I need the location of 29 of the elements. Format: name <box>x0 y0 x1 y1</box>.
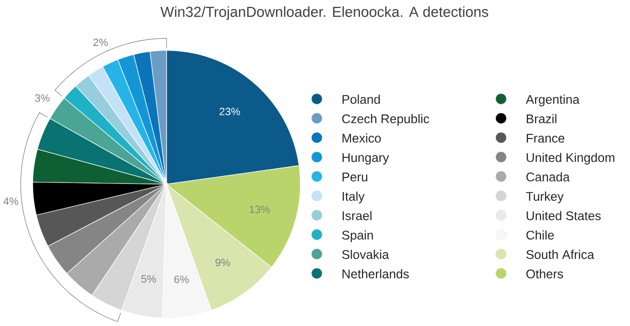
data-label: 2% <box>93 38 108 46</box>
legend-label: Canada <box>526 172 570 182</box>
legend-label: Netherlands <box>342 269 409 278</box>
legend-label: Italy <box>342 192 365 204</box>
legend-label: United States <box>526 211 601 220</box>
legend-label: Poland <box>342 94 380 104</box>
legend-label: Spain <box>342 230 373 242</box>
legend-label: Others <box>526 269 564 278</box>
data-label: 4% <box>3 198 18 206</box>
data-label: 6% <box>174 276 189 284</box>
legend-label: United Kingdom <box>526 152 614 165</box>
legend-label: Argentina <box>526 94 580 106</box>
data-label: 5% <box>141 275 156 283</box>
legend-label: Czech Republic <box>342 114 430 126</box>
legend-label: Hungary <box>342 153 389 165</box>
legend-label: Mexico <box>342 134 381 143</box>
legend-label: Peru <box>342 172 368 182</box>
data-label: 13% <box>250 206 270 214</box>
legend-label: Chile <box>526 230 554 240</box>
data-label: 23% <box>220 108 240 116</box>
chart-title: Win32/TrojanDownloader. Elenoocka. A detections <box>160 6 488 20</box>
legend-label: Turkey <box>526 192 564 204</box>
legend-label: South Africa <box>526 250 594 260</box>
legend-label: Slovakia <box>342 250 390 260</box>
data-label: 3% <box>35 94 50 102</box>
legend-label: Israel <box>342 211 372 220</box>
data-label: 9% <box>216 258 230 266</box>
legend-label: Brazil <box>526 114 556 124</box>
legend-label: France <box>526 134 564 143</box>
